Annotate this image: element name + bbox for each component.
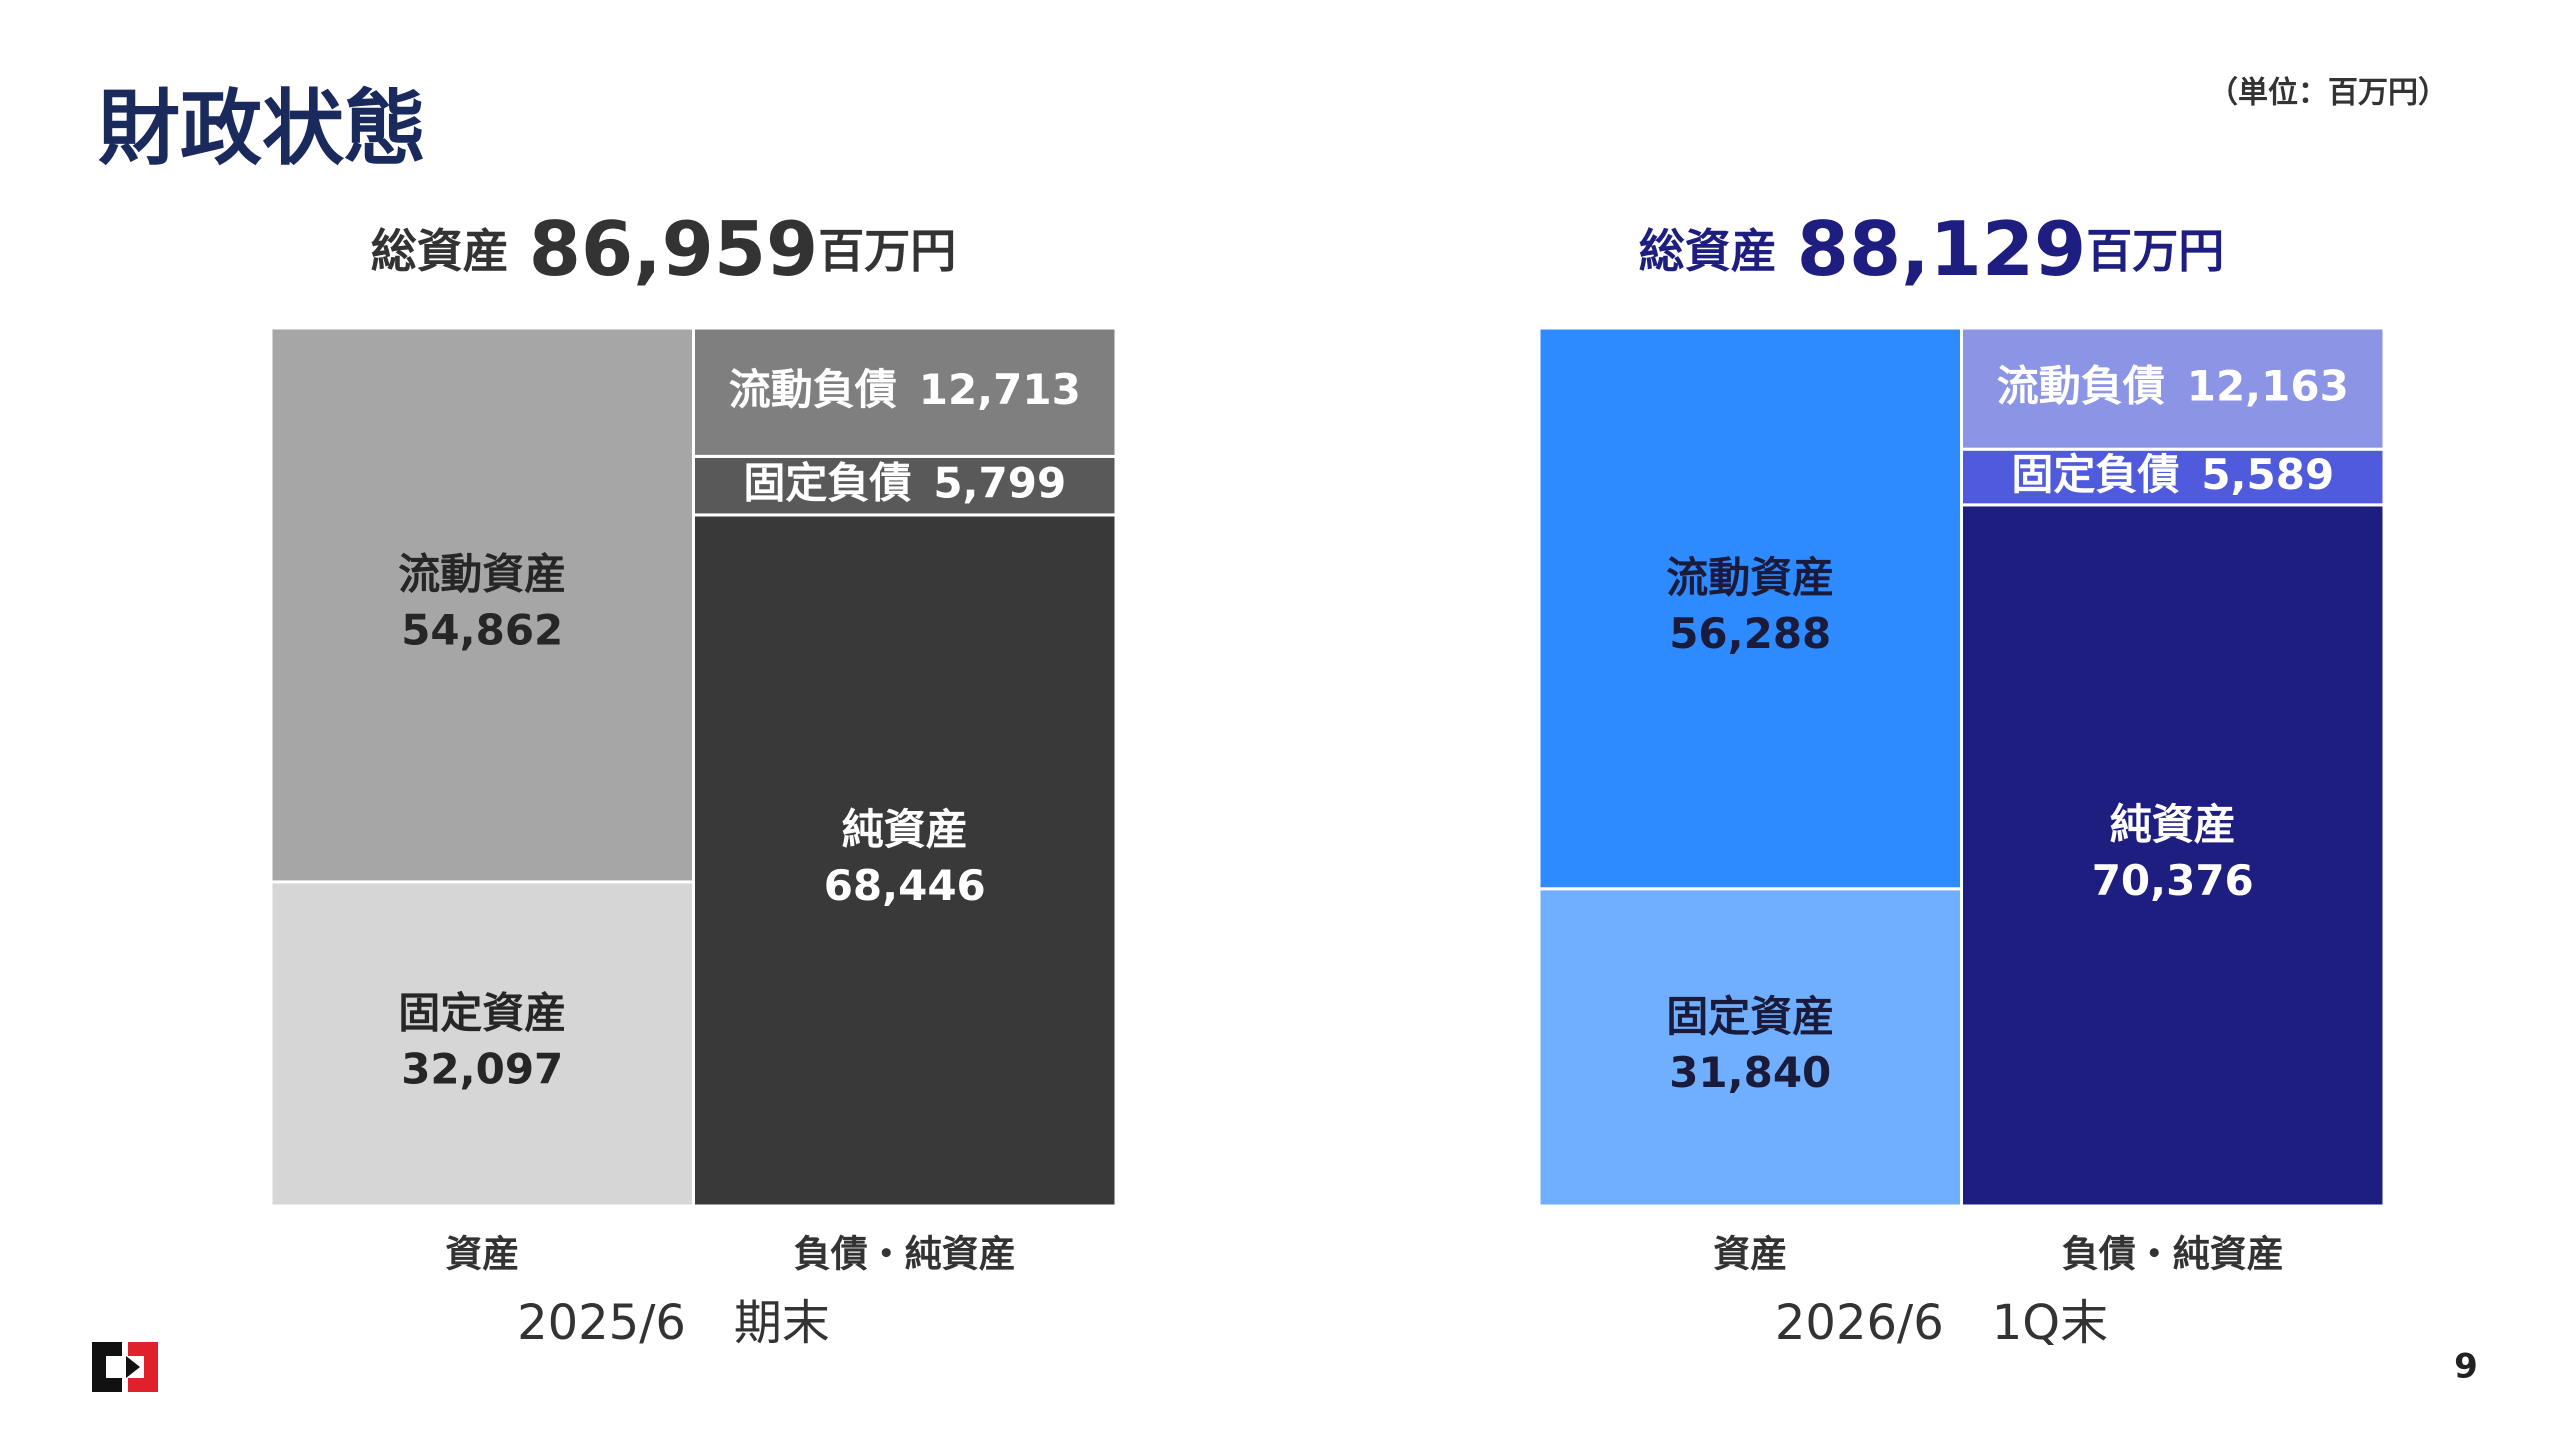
total-value: 88,129 — [1797, 205, 2086, 293]
category-label: 負債・純資産 — [794, 1233, 1016, 1276]
segment-value: 12,713 — [919, 365, 1081, 414]
category-label: 負債・純資産 — [2062, 1233, 2284, 1276]
segment-name: 固定負債 — [2011, 450, 2179, 499]
segment-label: 固定負債 5,589 — [2011, 450, 2334, 499]
slide-title: 財政状態 — [98, 81, 426, 176]
segment-label: 流動負債 12,713 — [729, 365, 1081, 414]
segment-name: 純資産 — [2110, 800, 2236, 849]
segment-name: 固定負債 — [743, 458, 911, 507]
bar-segment — [1537, 326, 1963, 891]
segment-value: 32,097 — [401, 1044, 563, 1093]
total-prefix: 総資産 — [371, 224, 509, 278]
bar-segment — [692, 326, 1118, 458]
segment-value: 54,862 — [401, 605, 563, 654]
category-label: 資産 — [445, 1233, 519, 1276]
bar-segment — [1960, 503, 2386, 1208]
segment-value: 70,376 — [2092, 856, 2254, 905]
segment-value: 56,288 — [1669, 609, 1831, 658]
total-unit: 百万円 — [818, 224, 956, 278]
bar-segment — [269, 880, 695, 1208]
segment-name: 固定資産 — [1666, 992, 1834, 1041]
segment-name: 純資産 — [842, 805, 968, 854]
segment-name: 流動資産 — [398, 549, 566, 598]
period-label: 2025/6 期末 — [517, 1295, 830, 1351]
logo — [92, 1342, 158, 1392]
unit-note: （単位：百万円） — [2208, 76, 2448, 111]
segment-name: 流動資産 — [1666, 553, 1834, 602]
period-label: 2026/6 1Q末 — [1775, 1295, 2108, 1351]
total-heading: 総資産 88,129百万円 — [1639, 205, 2224, 293]
segment-value: 12,163 — [2187, 361, 2349, 410]
total-value: 86,959 — [529, 205, 818, 293]
bar-segment — [692, 454, 1118, 517]
segment-name: 流動負債 — [1997, 361, 2165, 410]
bar-segment — [269, 326, 695, 884]
segment-value: 31,840 — [1669, 1048, 1831, 1097]
page-number: 9 — [2454, 1347, 2478, 1387]
segment-value: 68,446 — [824, 861, 986, 910]
segment-label: 流動負債 12,163 — [1997, 361, 2349, 410]
segment-label: 固定負債 5,799 — [743, 458, 1066, 507]
bar-segment — [1960, 326, 2386, 451]
bar-segment — [1537, 887, 1963, 1208]
segment-value: 5,589 — [2201, 450, 2334, 499]
segment-value: 5,799 — [933, 458, 1066, 507]
category-label: 資産 — [1713, 1233, 1787, 1276]
total-heading: 総資産 86,959百万円 — [371, 205, 956, 293]
total-prefix: 総資産 — [1639, 224, 1777, 278]
segment-name: 流動負債 — [729, 365, 897, 414]
segment-name: 固定資産 — [398, 988, 566, 1037]
total-unit: 百万円 — [2086, 224, 2224, 278]
